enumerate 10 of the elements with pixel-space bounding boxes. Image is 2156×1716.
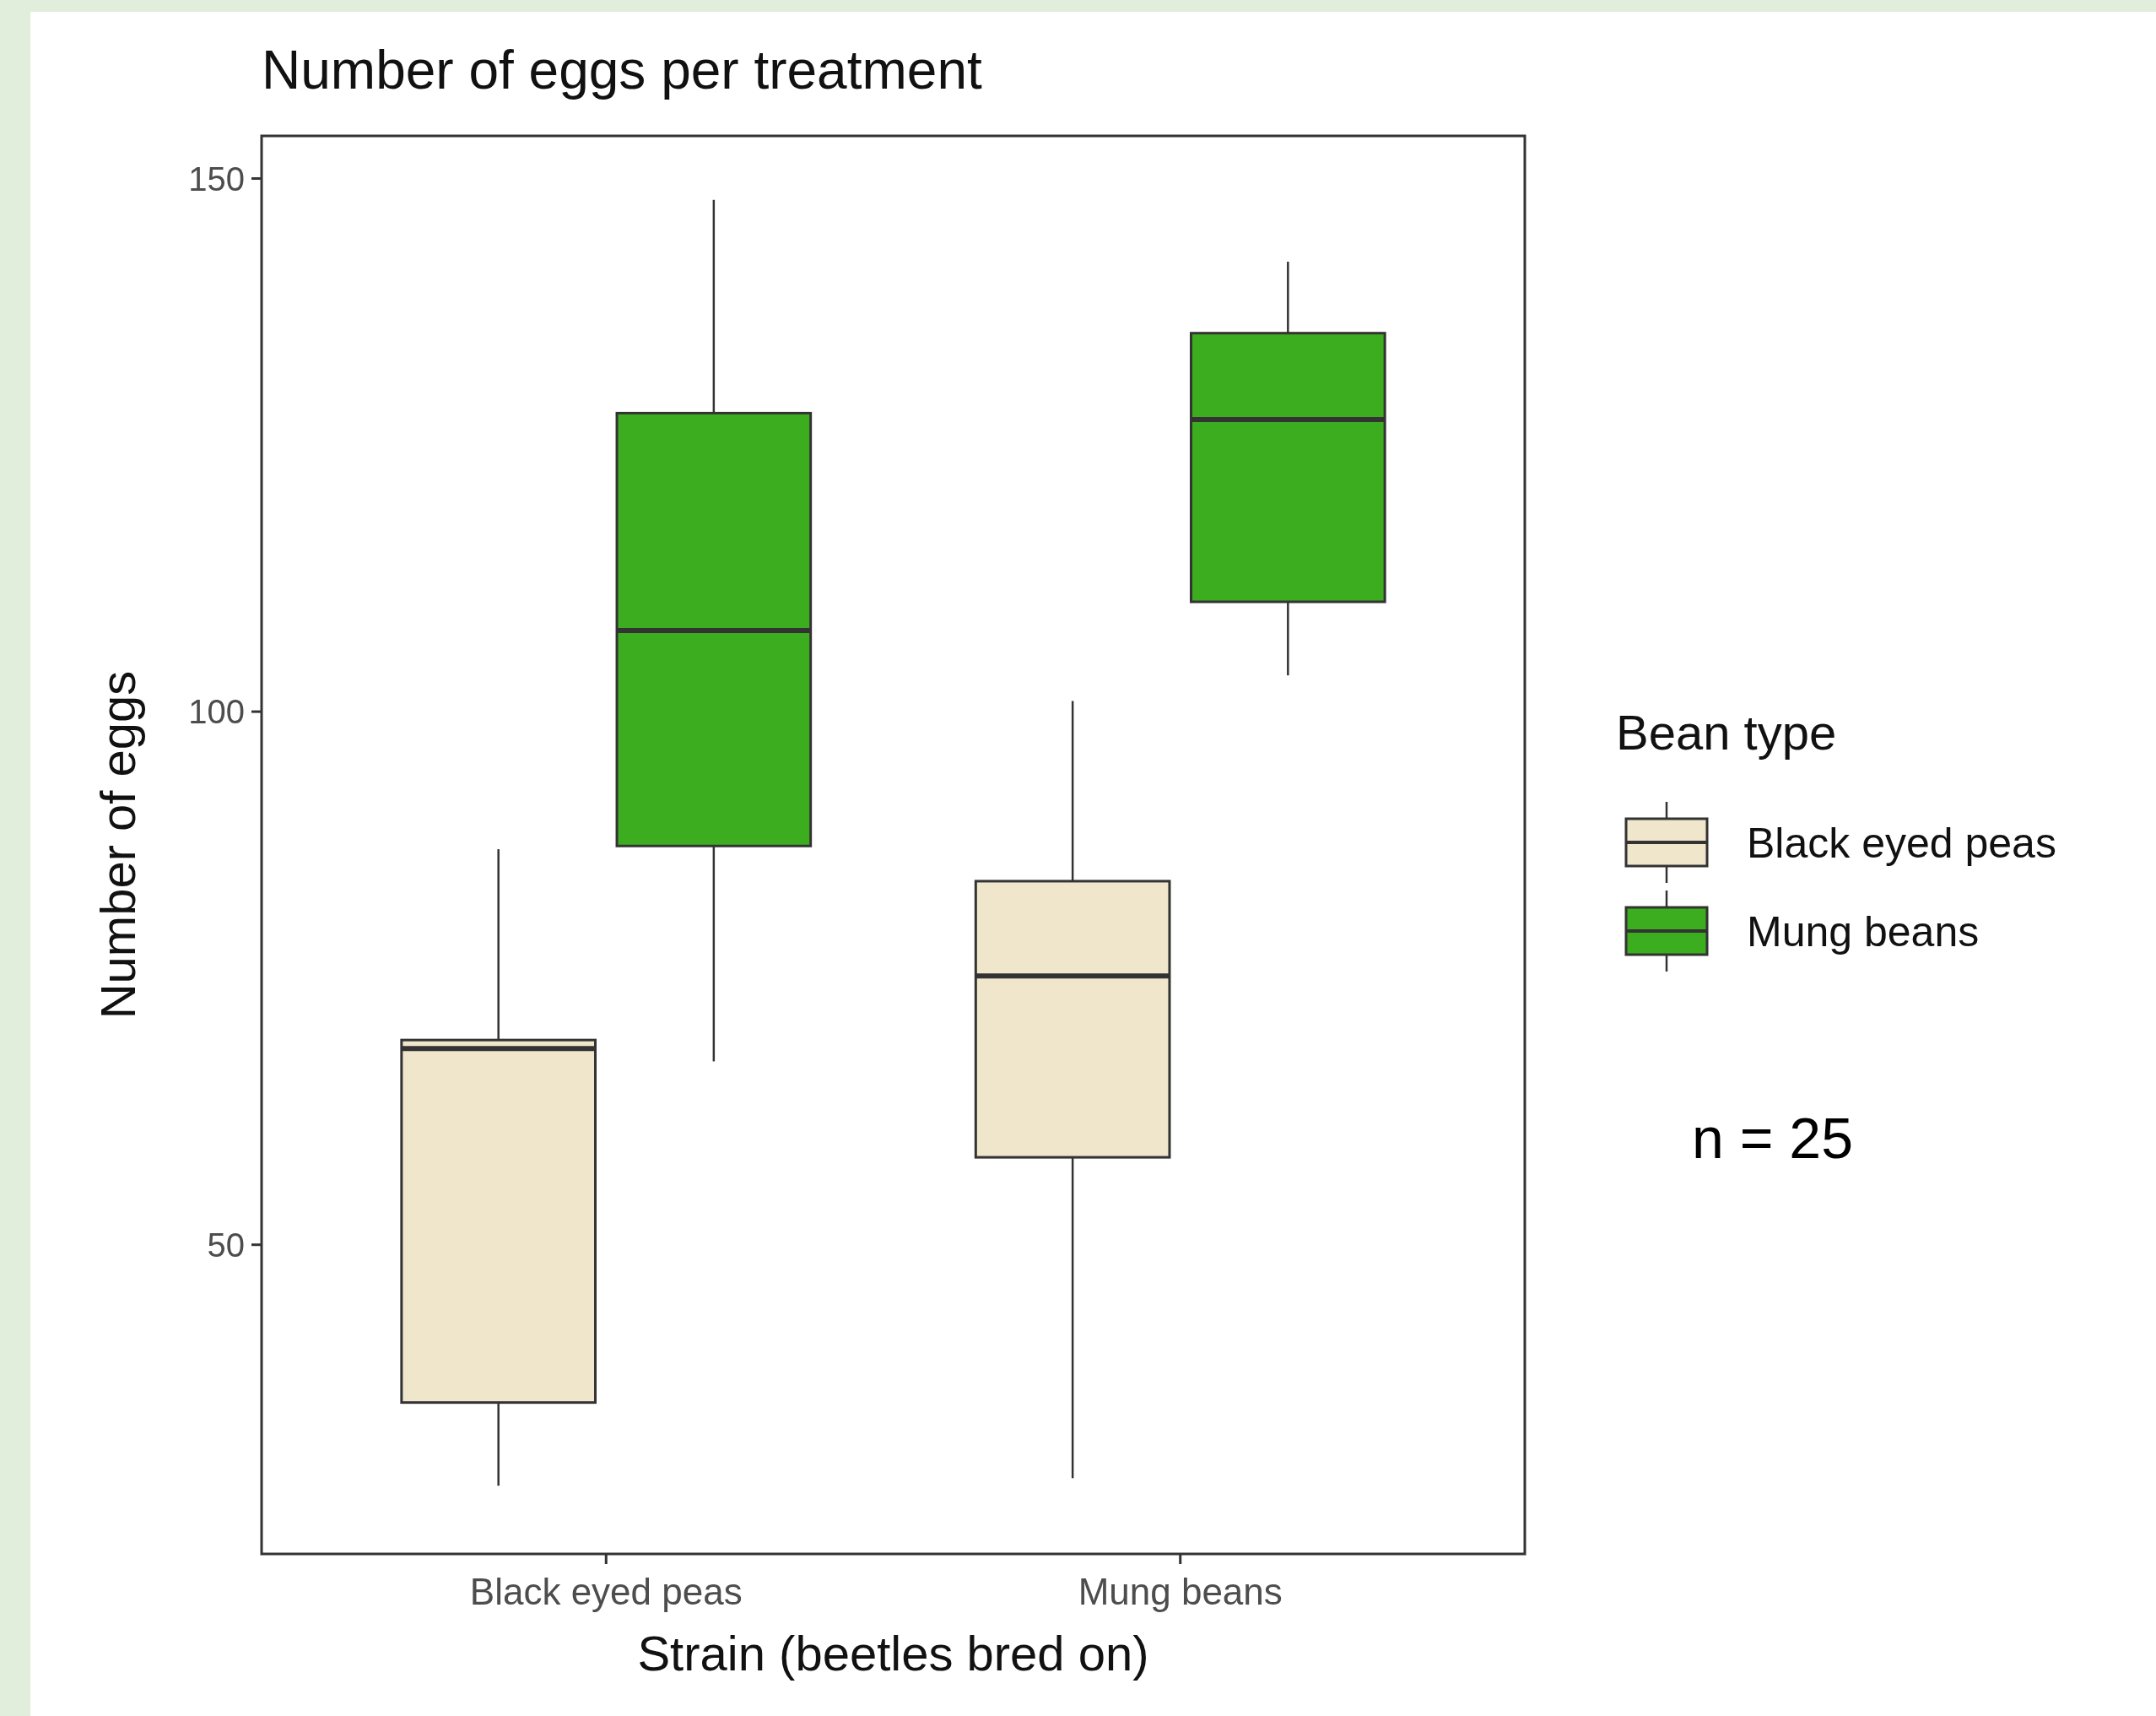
legend-title: Bean type xyxy=(1616,705,1837,760)
chart-title: Number of eggs per treatment xyxy=(262,40,982,100)
text: n = 25 xyxy=(1692,1106,1853,1170)
y-tick-label: 100 xyxy=(188,693,245,731)
y-tick-label: 50 xyxy=(207,1226,245,1264)
legend-label: Black eyed peas xyxy=(1747,819,2056,867)
legend-label: Mung beans xyxy=(1747,907,1980,955)
y-axis-title: Number of eggs xyxy=(90,670,145,1020)
x-axis-title: Strain (beetles bred on) xyxy=(637,1626,1149,1681)
y-tick-label: 150 xyxy=(188,160,245,198)
